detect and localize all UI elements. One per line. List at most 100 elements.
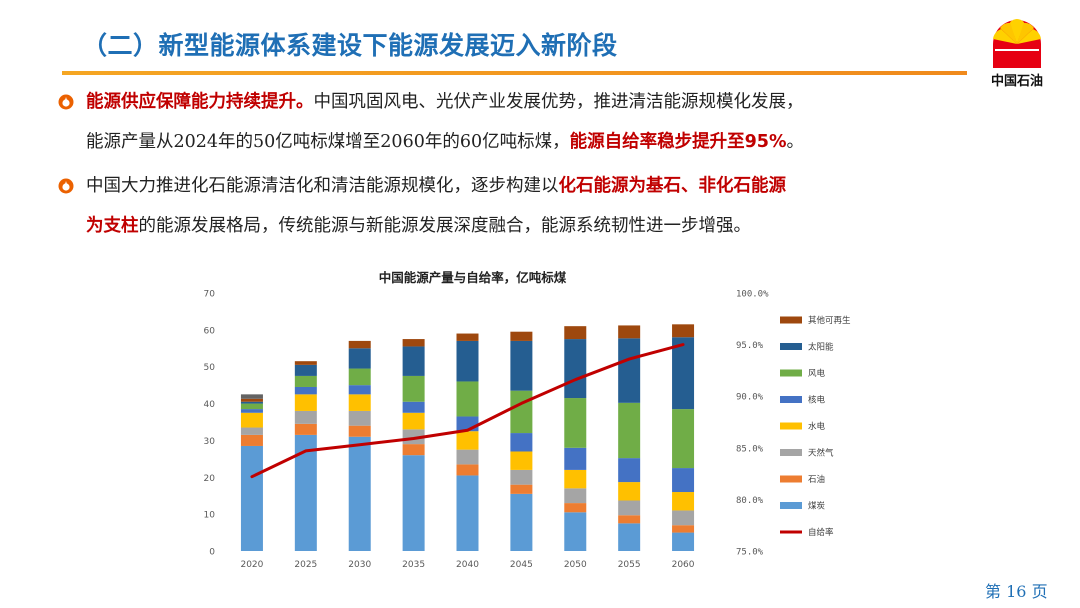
y-left-tick-label: 50 xyxy=(204,363,216,373)
legend-label: 其他可再生 xyxy=(808,315,851,326)
bar-segment xyxy=(456,381,479,417)
bar-segment xyxy=(510,469,533,485)
bar-segment xyxy=(402,339,425,347)
y-left-tick-label: 40 xyxy=(204,400,216,410)
bar-segment xyxy=(564,326,587,340)
bar-segment xyxy=(672,532,695,551)
bar-segment xyxy=(510,390,533,434)
bullet-2-text-b: 的能源发展格局，传统能源与新能源发展深度融合，能源系统韧性进一步增强。 xyxy=(138,216,752,236)
bar-segment xyxy=(240,401,263,404)
bar-segment xyxy=(564,503,587,513)
legend-swatch xyxy=(780,449,802,456)
legend-swatch xyxy=(780,475,802,483)
bar-segment xyxy=(348,340,371,349)
bullet-1: 能源供应保障能力持续提升。中国巩固风电、光伏产业发展优势，推进清洁能源规模化发展… xyxy=(58,82,1048,162)
title-underline xyxy=(62,71,967,75)
bullet-1-text-b: 能源产量从2024年的50亿吨标煤增至2060年的60亿吨标煤， xyxy=(86,132,570,152)
x-tick-label: 2025 xyxy=(294,560,317,570)
x-tick-label: 2020 xyxy=(240,560,263,570)
legend-swatch xyxy=(780,422,802,430)
bar-segment xyxy=(294,375,317,387)
bar-segment xyxy=(672,337,695,410)
y-left-tick-label: 70 xyxy=(204,290,216,300)
bullet-1-line-2: 能源产量从2024年的50亿吨标煤增至2060年的60亿吨标煤，能源自给率稳步提… xyxy=(58,122,1048,162)
bar-segment xyxy=(294,364,317,376)
legend-swatch xyxy=(780,343,802,350)
bar-segment xyxy=(402,455,425,551)
bar-segment xyxy=(510,433,533,452)
bar-segment xyxy=(402,375,425,402)
legend-swatch xyxy=(780,369,802,377)
bar-segment xyxy=(618,458,641,483)
x-tick-label: 2030 xyxy=(348,560,371,570)
bar-segment xyxy=(672,409,695,469)
company-logo: 中国石油 xyxy=(982,14,1052,94)
bar-segment xyxy=(294,394,317,411)
y-left-tick-label: 10 xyxy=(204,511,216,521)
bar-segment xyxy=(240,409,263,413)
legend-label: 天然气 xyxy=(808,448,834,459)
bar-segment xyxy=(456,464,479,476)
bar-segment xyxy=(564,469,587,489)
bullet-2-highlight-b: 为支柱 xyxy=(86,216,139,236)
bar-segment xyxy=(456,340,479,382)
legend-label: 风电 xyxy=(808,368,826,379)
bullet-1-line-1: 能源供应保障能力持续提升。中国巩固风电、光伏产业发展优势，推进清洁能源规模化发展… xyxy=(58,82,1048,122)
bar-segment xyxy=(564,339,587,399)
y-left-tick-label: 0 xyxy=(209,548,215,558)
bar-segment xyxy=(672,510,695,526)
bar-segment xyxy=(348,425,371,437)
energy-production-chart: 中国能源产量与自给率，亿吨标煤01020304050607075.0%80.0%… xyxy=(204,270,851,570)
page-label-post: 页 xyxy=(1031,582,1048,601)
logo-text: 中国石油 xyxy=(990,74,1043,89)
bar-segment xyxy=(618,338,641,403)
page-number: 第 16 页 xyxy=(985,578,1048,602)
bar-segment xyxy=(348,436,371,551)
chart-title: 中国能源产量与自给率，亿吨标煤 xyxy=(379,270,567,285)
legend-label: 煤炭 xyxy=(808,501,826,512)
bar-segment xyxy=(672,492,695,511)
y-right-tick-label: 85.0% xyxy=(736,444,764,454)
y-right-tick-label: 80.0% xyxy=(736,496,764,506)
bar-segment xyxy=(348,385,371,395)
bar-segment xyxy=(240,412,263,428)
y-left-tick-label: 60 xyxy=(204,326,216,336)
bar-segment xyxy=(240,394,263,399)
bar-segment xyxy=(456,475,479,551)
bar-segment xyxy=(294,386,317,395)
y-left-tick-label: 30 xyxy=(204,437,216,447)
bar-segment xyxy=(240,427,263,435)
y-right-tick-label: 95.0% xyxy=(736,341,764,351)
bar-segment xyxy=(294,434,317,551)
bullet-1-highlight-b: 能源自给率稳步提升至95% xyxy=(569,132,787,152)
bar-segment xyxy=(510,451,533,470)
bar-segment xyxy=(672,324,695,338)
page-label-pre: 第 xyxy=(985,582,1002,601)
bar-segment xyxy=(348,394,371,411)
bullet-2-highlight-a: 化石能源为基石、非化石能源 xyxy=(558,176,787,196)
bar-segment xyxy=(240,445,263,551)
bar-segment xyxy=(618,500,641,516)
page-number-value: 16 xyxy=(1006,582,1027,601)
bar-segment xyxy=(618,523,641,551)
bar-segment xyxy=(672,468,695,493)
bar-segment xyxy=(564,512,587,551)
bar-segment xyxy=(402,346,425,376)
legend-swatch xyxy=(780,502,802,509)
bullet-1-text-a: 中国巩固风电、光伏产业发展优势，推进清洁能源规模化发展， xyxy=(313,92,804,112)
x-tick-label: 2035 xyxy=(402,560,425,570)
bar-segment xyxy=(510,340,533,391)
bar-segment xyxy=(240,398,263,402)
bar-segment xyxy=(564,447,587,470)
bar-segment xyxy=(672,525,695,533)
petrochina-flower-icon xyxy=(993,19,1041,68)
legend-label: 核电 xyxy=(808,395,826,406)
bar-segment xyxy=(294,423,317,435)
bullet-flower-icon xyxy=(58,178,74,194)
x-tick-label: 2045 xyxy=(510,560,533,570)
bar-segment xyxy=(294,361,317,365)
x-tick-label: 2040 xyxy=(456,560,479,570)
bar-segment xyxy=(456,333,479,341)
bar-segment xyxy=(510,493,533,551)
bar-segment xyxy=(618,402,641,459)
